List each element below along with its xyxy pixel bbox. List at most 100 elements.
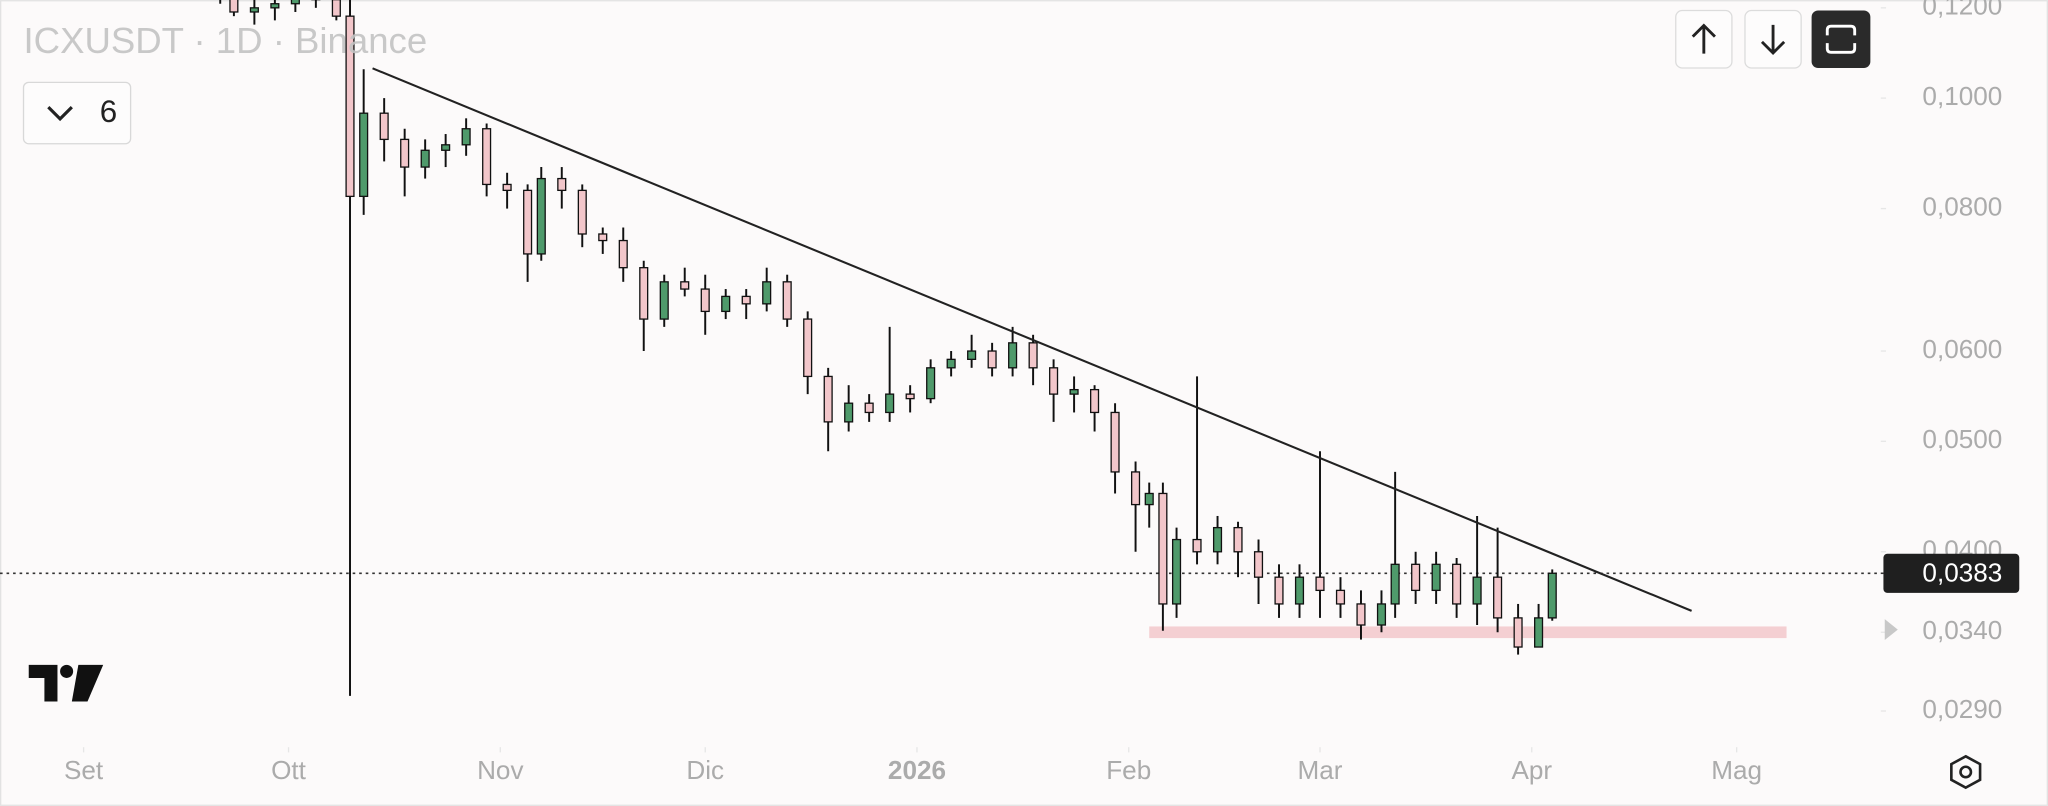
candle-body: [1547, 572, 1557, 619]
candle-body: [400, 138, 410, 168]
candle-body: [1274, 576, 1284, 605]
price-marker: [1884, 619, 1898, 641]
candle-body: [885, 393, 895, 414]
candle-body: [1376, 603, 1387, 626]
x-tick-label: Ott: [271, 755, 307, 785]
x-tick-label: Mar: [1298, 755, 1343, 785]
chevron-icon: [47, 106, 73, 122]
candle-body: [441, 144, 451, 151]
fullscreen-icon: [1825, 24, 1857, 54]
candle-body: [502, 183, 512, 192]
candle-body: [782, 281, 792, 320]
candle-body: [721, 295, 731, 313]
candle-body: [1472, 576, 1482, 605]
candle-body: [1493, 576, 1503, 619]
candle-body: [1212, 526, 1223, 553]
x-tick-label: Dic: [686, 755, 724, 785]
candle-body: [967, 350, 977, 361]
candle-body: [1253, 551, 1264, 578]
indicator-count: 6: [100, 94, 117, 129]
candle-body: [1294, 576, 1305, 605]
candle-body: [639, 267, 649, 320]
button-box[interactable]: [1811, 10, 1871, 68]
candle-body: [1158, 492, 1168, 605]
x-tick-label: Feb: [1106, 755, 1151, 785]
candle-body: [680, 281, 690, 290]
candle-body: [1008, 342, 1018, 369]
x-tick-label: Mag: [1711, 755, 1762, 785]
last-price-label: 0,0383: [1922, 557, 2002, 587]
candle-body: [1233, 526, 1243, 553]
overlay: 0,12000,10000,08000,06000,05000,04000,03…: [64, 0, 2020, 785]
candle-body: [331, 0, 341, 17]
y-tick-label: 0,1200: [1922, 0, 2002, 21]
candle-body: [461, 128, 471, 146]
y-tick-label: 0,0500: [1922, 424, 2002, 454]
candle-body: [379, 112, 389, 141]
candle-body: [1390, 563, 1400, 605]
last-price-box: [1883, 553, 2020, 593]
settings-icon[interactable]: [1950, 754, 1982, 790]
candle-body: [577, 189, 587, 235]
candle-body: [1452, 563, 1462, 605]
candle-body: [926, 367, 936, 400]
scroll-up-button[interactable]: [1675, 9, 1733, 69]
candle-body: [741, 295, 751, 305]
candle-body: [762, 281, 772, 305]
candle-body: [1110, 411, 1120, 473]
candle-body: [1171, 538, 1182, 605]
candle-body: [803, 318, 813, 378]
candle-body: [270, 3, 280, 9]
settings-icon-center: [1959, 765, 1973, 779]
candle-body: [229, 0, 239, 13]
candle-body: [598, 233, 608, 242]
candle-body: [1431, 563, 1441, 592]
candle-body: [536, 177, 546, 255]
arrow-down-icon: [1760, 24, 1786, 55]
candle-body: [1192, 538, 1202, 553]
trendline: [372, 67, 1692, 612]
candle-body: [359, 112, 369, 198]
plot-area: [0, 0, 1881, 696]
x-tick-label: Nov: [477, 755, 523, 785]
candle-body: [523, 189, 533, 255]
symbol-title: ICXUSDT · 1D · Binance: [24, 20, 428, 61]
y-tick-label: 0,0290: [1922, 694, 2002, 724]
fullscreen-button[interactable]: [1811, 10, 1871, 68]
y-tick-label: 0,0340: [1922, 615, 2002, 645]
candle-body: [1335, 589, 1346, 605]
candle-body: [823, 375, 833, 423]
candle-body: [482, 128, 492, 186]
candle-body: [1315, 576, 1325, 592]
candle-body: [1411, 563, 1421, 592]
support-zone: [1149, 626, 1787, 639]
candle-body: [1069, 388, 1079, 395]
candle-body: [1130, 471, 1141, 506]
tradingview-logo: [28, 664, 104, 702]
indicator-toggle[interactable]: 6: [22, 81, 132, 145]
scroll-down-button[interactable]: [1744, 9, 1802, 69]
candle-body: [345, 15, 355, 198]
candle-body: [249, 7, 259, 13]
candle-body: [1534, 617, 1544, 648]
toggle-box[interactable]: [22, 81, 132, 145]
candle-body: [290, 0, 300, 5]
candle-body: [557, 177, 567, 192]
candle-body: [946, 358, 956, 369]
candle-body: [1090, 388, 1100, 414]
settings-button[interactable]: [1950, 754, 1982, 790]
candle-body: [659, 281, 669, 320]
candle-body: [864, 402, 874, 414]
x-tick-label: Set: [64, 755, 104, 785]
candle-body: [987, 350, 997, 369]
x-tick-label: 2026: [888, 755, 946, 785]
logo-part: [71, 664, 104, 702]
candle-body: [700, 288, 710, 313]
logo-part: [28, 664, 58, 702]
candle-body: [618, 239, 628, 269]
candle-body: [1049, 367, 1059, 395]
candle-body: [420, 149, 430, 168]
